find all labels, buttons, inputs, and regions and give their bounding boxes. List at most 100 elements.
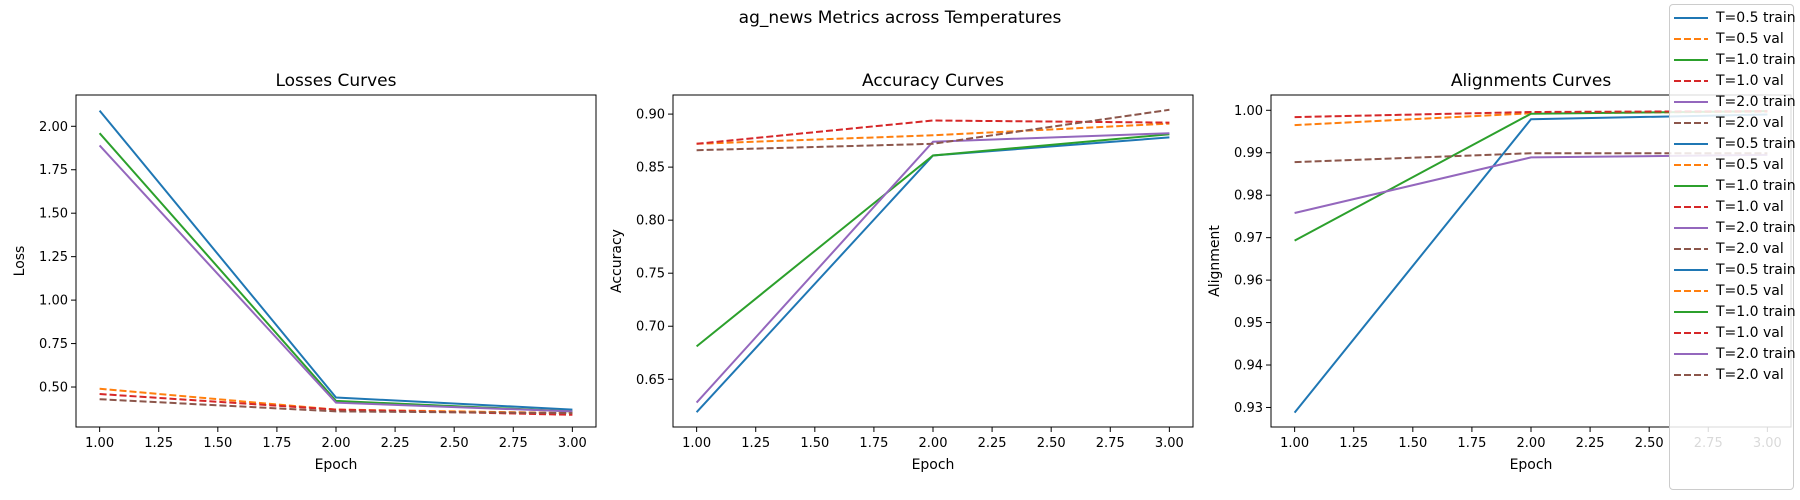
y-tick-label: 0.93 [1234, 401, 1263, 416]
y-tick-label: 0.50 [39, 381, 68, 396]
series-line-6 [696, 108, 1170, 152]
x-tick-label: 2.50 [440, 436, 469, 451]
x-tick-label: 3.00 [1155, 436, 1184, 451]
legend-item: T=1.0 val [1674, 70, 1789, 91]
x-tick-label: 2.25 [978, 436, 1007, 451]
legend-item: T=1.0 train [1674, 175, 1796, 196]
x-tick-label: 1.00 [682, 436, 711, 451]
legend-swatch [1674, 142, 1708, 145]
y-tick-label: 1.50 [39, 207, 68, 222]
subplot-1: Losses Curves 1.00 1.25 1.50 1.75 2.00 2.25 2.5… [12, 71, 597, 473]
subplot-title: Losses Curves [275, 71, 396, 91]
x-tick-label: 2.00 [919, 436, 948, 451]
series-line-3 [98, 132, 573, 413]
legend-swatch [1674, 247, 1708, 250]
legend-item: T=0.5 val [1674, 280, 1789, 301]
series-group [98, 109, 573, 416]
legend-swatch [1674, 268, 1708, 271]
y-axis-label: Alignment [1207, 225, 1223, 297]
y-tick-label: 1.75 [39, 163, 68, 178]
legend-label: T=1.0 val [1716, 72, 1784, 89]
series-line-5 [695, 132, 1170, 404]
y-axis-label: Loss [12, 246, 28, 277]
x-tick-label: 1.75 [262, 436, 291, 451]
legend-label: T=1.0 train [1716, 177, 1796, 194]
legend-swatch [1674, 205, 1708, 208]
y-tick-label: 0.99 [1234, 146, 1263, 161]
series-line-2 [696, 122, 1170, 145]
legend-swatch [1674, 121, 1708, 124]
x-tick-label: 3.00 [558, 436, 587, 451]
x-tick-label: 2.25 [381, 436, 410, 451]
legend-swatch [1674, 226, 1708, 229]
y-tick-label: 0.80 [636, 214, 665, 229]
legend-swatch [1674, 16, 1708, 19]
legend-item: T=2.0 val [1674, 238, 1789, 259]
subplot-title: Accuracy Curves [862, 71, 1004, 91]
legend-item: T=2.0 val [1674, 112, 1789, 133]
legend-item: T=0.5 val [1674, 154, 1789, 175]
legend-item: T=1.0 train [1674, 301, 1796, 322]
y-tick-label: 0.90 [636, 108, 665, 123]
x-tick-label: 2.75 [499, 436, 528, 451]
y-tick-label: 0.70 [636, 320, 665, 335]
x-tick-label: 1.00 [1280, 436, 1309, 451]
legend-label: T=2.0 val [1716, 114, 1784, 131]
legend-swatch [1674, 100, 1708, 103]
x-tick-label: 2.75 [1096, 436, 1125, 451]
y-tick-label: 1.00 [1234, 104, 1263, 119]
series-group [695, 108, 1170, 413]
y-tick-label: 0.75 [636, 267, 665, 282]
legend-label: T=0.5 train [1716, 9, 1796, 26]
subplot-2: Accuracy Curves 1.00 1.25 1.50 1.75 2.00 2.25 2… [609, 71, 1194, 473]
series-line-1 [695, 136, 1170, 413]
x-tick-label: 1.25 [144, 436, 173, 451]
y-tick-label: 0.94 [1234, 359, 1263, 374]
legend-item: T=2.0 train [1674, 343, 1796, 364]
legend-item: T=0.5 train [1674, 133, 1796, 154]
series-line-1 [98, 109, 573, 411]
x-tick-label: 2.50 [1635, 436, 1664, 451]
x-axis-label: Epoch [1510, 457, 1553, 473]
legend-swatch [1674, 79, 1708, 82]
figure-title: ag_news Metrics across Temperatures [738, 8, 1062, 28]
legend-label: T=0.5 val [1716, 156, 1784, 173]
y-tick-label: 0.85 [636, 161, 665, 176]
x-tick-label: 1.50 [800, 436, 829, 451]
legend-label: T=2.0 train [1716, 93, 1796, 110]
y-tick-label: 1.25 [39, 250, 68, 265]
legend-swatch [1674, 163, 1708, 166]
legend-swatch [1674, 37, 1708, 40]
x-tick-label: 1.25 [741, 436, 770, 451]
y-tick-label: 0.95 [1234, 316, 1263, 331]
legend-item: T=0.5 train [1674, 7, 1796, 28]
y-tick-label: 1.00 [39, 294, 68, 309]
subplot-title: Alignments Curves [1451, 71, 1612, 91]
axes-frame [75, 94, 597, 428]
y-axis-label: Accuracy [609, 229, 625, 293]
legend-swatch [1674, 373, 1708, 376]
x-axis-label: Epoch [315, 457, 358, 473]
y-tick-label: 0.96 [1234, 274, 1263, 289]
legend-swatch [1674, 289, 1708, 292]
legend-label: T=2.0 train [1716, 219, 1796, 236]
legend-item: T=1.0 train [1674, 49, 1796, 70]
x-tick-label: 1.75 [1457, 436, 1486, 451]
x-tick-label: 1.50 [1398, 436, 1427, 451]
legend-swatch [1674, 58, 1708, 61]
legend-item: T=2.0 train [1674, 217, 1796, 238]
x-tick-label: 2.25 [1576, 436, 1605, 451]
x-tick-label: 1.75 [859, 436, 888, 451]
legend-label: T=2.0 val [1716, 240, 1784, 257]
x-tick-label: 2.00 [322, 436, 351, 451]
x-tick-label: 2.00 [1517, 436, 1546, 451]
legend-item: T=0.5 train [1674, 259, 1796, 280]
legend-label: T=1.0 train [1716, 51, 1796, 68]
y-tick-label: 0.75 [39, 337, 68, 352]
legend-item: T=2.0 val [1674, 364, 1789, 385]
legend-swatch [1674, 352, 1708, 355]
y-tick-label: 2.00 [39, 120, 68, 135]
legend-swatch [1674, 331, 1708, 334]
legend-label: T=1.0 train [1716, 303, 1796, 320]
